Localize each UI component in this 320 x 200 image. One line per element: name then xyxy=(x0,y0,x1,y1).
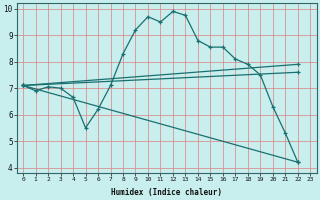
X-axis label: Humidex (Indice chaleur): Humidex (Indice chaleur) xyxy=(111,188,222,197)
